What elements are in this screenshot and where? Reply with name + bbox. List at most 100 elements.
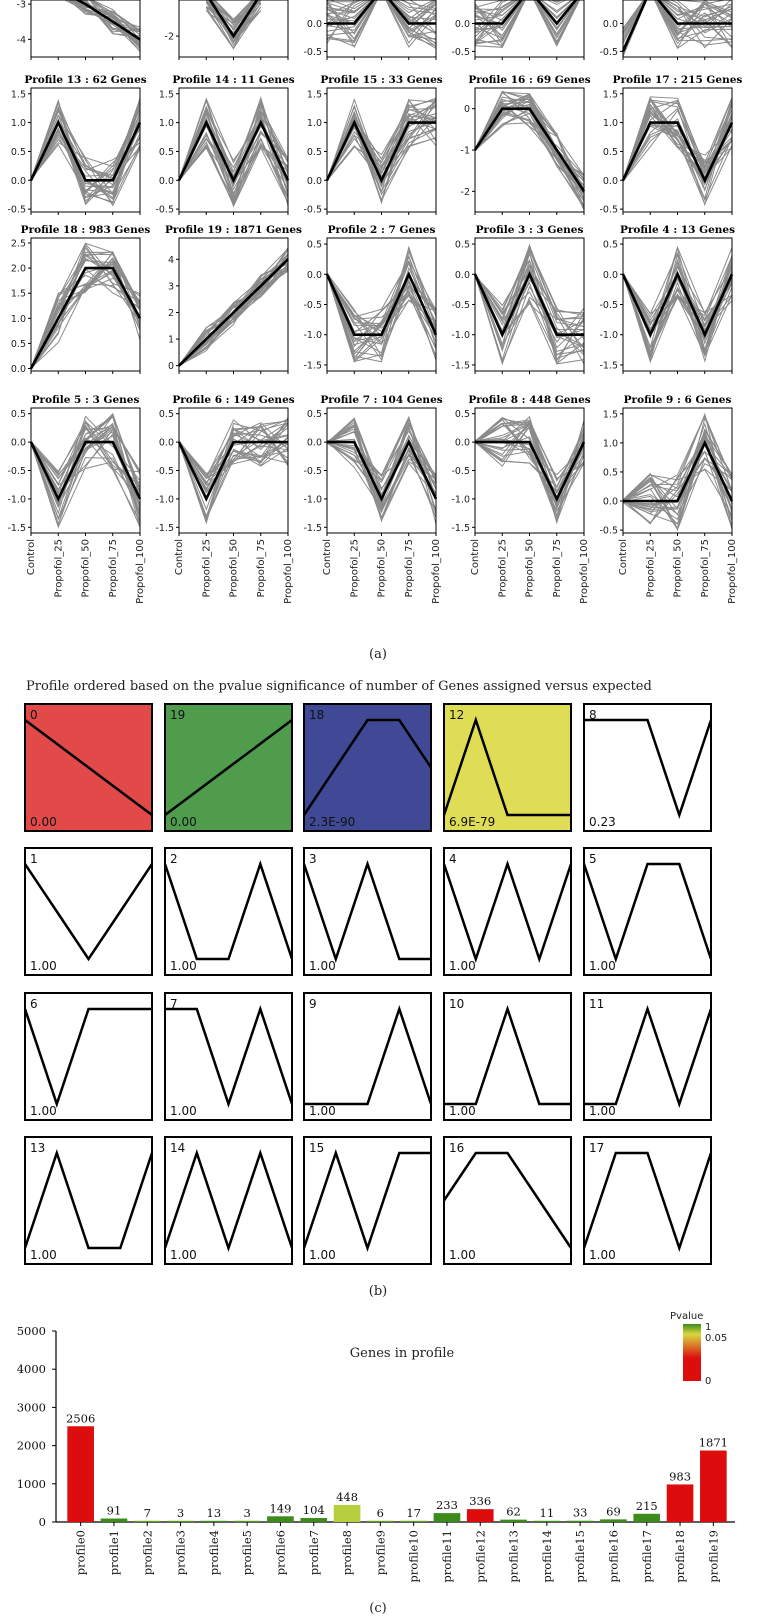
bar-profile13 (500, 1519, 527, 1522)
y-tick-label: 0.0 (455, 270, 470, 281)
y-tick-label: 1.5 (159, 89, 174, 100)
profile-box-11: 111.00 (583, 992, 713, 1121)
gene-trace (326, 440, 437, 494)
y-tick-label: -0.5 (451, 466, 470, 477)
y-tick-label: -1.5 (303, 360, 322, 371)
bar-value-label: 215 (636, 1499, 658, 1513)
gene-trace (326, 0, 437, 41)
gene-trace (622, 457, 733, 524)
profile-mean-line (178, 258, 289, 367)
profile-box-pvalue: 1.00 (589, 1104, 616, 1118)
x-category-label: Propofol_50 (525, 539, 536, 597)
bar-category-label: profile17 (640, 1530, 654, 1583)
profile-box-number: 0 (30, 708, 38, 722)
gene-trace (178, 266, 289, 366)
profile-mean-line (623, 439, 734, 503)
x-category-label: Propofol_50 (377, 539, 388, 597)
gene-trace (326, 0, 437, 40)
profile-box-16: 161.00 (442, 1136, 573, 1265)
profile-box-frame (24, 847, 153, 976)
gene-trace (30, 244, 141, 370)
profile-plot-title: Profile 17 : 215 Genes (613, 74, 743, 86)
gene-trace (178, 253, 289, 366)
bar-profile0 (67, 1426, 94, 1522)
profile-box-pvalue: 1.00 (449, 1104, 476, 1118)
gene-trace (30, 254, 141, 369)
bar-chart-title: Genes in profile (350, 1346, 455, 1361)
gene-trace (326, 0, 437, 42)
profile-mean-line (475, 440, 586, 502)
bar-value-label: 1871 (699, 1436, 728, 1450)
panel-c-caption: (c) (369, 1601, 386, 1616)
gene-trace (326, 441, 437, 520)
gene-trace (474, 92, 585, 180)
gene-trace (178, 113, 289, 203)
profile-box-line (582, 1151, 713, 1252)
y-tick-label: 0.0 (603, 19, 618, 30)
profile-box-pvalue: 1.00 (309, 1104, 336, 1118)
profile-box-pvalue: 1.00 (170, 1104, 197, 1118)
bar-category-label: profile10 (407, 1530, 421, 1583)
gene-trace (474, 0, 564, 16)
profile-mean-line (325, 119, 436, 184)
x-category-label: Propofol_100 (431, 539, 442, 604)
bar-category-label: profile15 (573, 1530, 587, 1583)
profile-box-10: 101.00 (443, 992, 572, 1121)
gene-trace (30, 118, 141, 205)
bar-profile17 (633, 1513, 661, 1522)
profile-plot-p19: Profile 19 : 1871 Genes 0 1 2 3 4 (165, 224, 302, 374)
profile-box-line (442, 860, 573, 963)
profile-box-2: 21.00 (163, 847, 294, 976)
y-tick-label: 1.5 (11, 289, 26, 300)
y-tick-label: 1.5 (603, 409, 618, 420)
y-tick-label: 0.5 (455, 409, 470, 420)
gene-trace (210, 0, 256, 31)
profile-box-6: 61.00 (23, 992, 153, 1121)
profile-box-line (442, 1151, 573, 1249)
profile-box-pvalue: 1.00 (589, 959, 616, 973)
y-tick-label: 5000 (17, 1324, 46, 1338)
x-category-label: Control (322, 539, 333, 575)
gene-trace (622, 274, 733, 358)
profile-plot-p4: Profile 4 : 13 Genes -1.5 -1.0 -0.5 0.0 0.5 (599, 224, 735, 374)
gene-trace (178, 422, 289, 523)
gene-trace (474, 0, 564, 47)
x-category-label: Propofol_50 (229, 539, 240, 597)
profile-mean-line (327, 0, 436, 25)
y-tick-label: 0.5 (159, 409, 174, 420)
profile-box-pvalue: 1.00 (589, 1248, 616, 1262)
profile-box-line (23, 1149, 154, 1250)
y-tick-label: 0 (39, 1515, 46, 1529)
gene-trace (474, 422, 585, 508)
profile-mean-line (621, 271, 734, 338)
gene-trace (326, 250, 437, 363)
profile-box-number: 12 (449, 708, 464, 722)
y-tick-label: 1.0 (11, 118, 26, 129)
profile-box-number: 10 (449, 997, 464, 1011)
gene-trace (326, 0, 437, 35)
y-tick-label: 1.0 (159, 118, 174, 129)
y-tick-label: -3 (17, 0, 26, 11)
profile-box-15: 151.00 (302, 1136, 432, 1265)
panel-a-caption: (a) (369, 647, 387, 662)
profile-plot-p18: Profile 18 : 983 Genes 0.0 0.5 1.0 1.5 2.0 2.5 (11, 224, 151, 375)
gene-trace (622, 463, 733, 515)
y-tick-label: -0.5 (451, 47, 470, 58)
bar-category-label: profile8 (340, 1530, 354, 1575)
profile-plot-p14: Profile 14 : 11 Genes -0.5 0.0 0.5 1.0 1.5 (155, 74, 294, 216)
y-tick-label: -2 (461, 187, 470, 198)
gene-trace (326, 0, 437, 47)
profile-plot-p16: Profile 16 : 69 Genes -2 -1 0 (461, 74, 591, 215)
gene-trace (622, 457, 733, 532)
gene-trace (178, 264, 289, 366)
gene-trace (474, 0, 579, 39)
bar-value-label: 233 (436, 1498, 458, 1512)
gene-trace (326, 440, 437, 511)
y-tick-label: 0.0 (603, 176, 618, 187)
legend-label-0: 0 (705, 1376, 711, 1387)
bar-category-label: profile7 (307, 1530, 321, 1575)
gene-trace (474, 90, 585, 191)
y-tick-label: 0.5 (307, 409, 322, 420)
y-tick-label: -0.5 (303, 205, 322, 216)
